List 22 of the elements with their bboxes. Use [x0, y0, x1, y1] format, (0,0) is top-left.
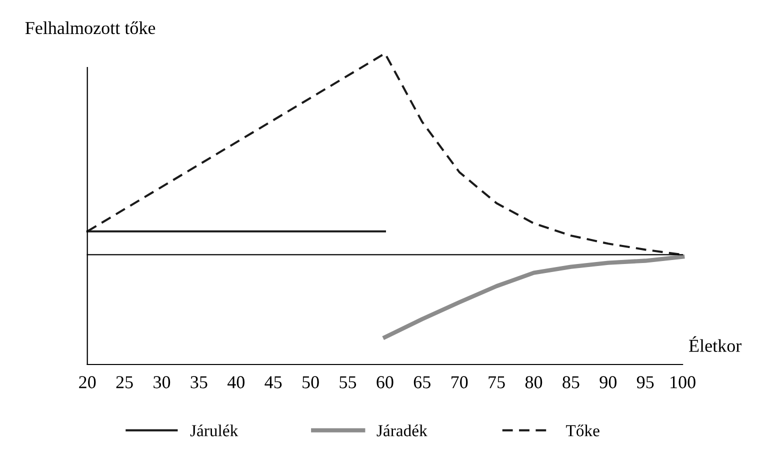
- x-tick-label: 85: [562, 376, 580, 388]
- legend-label: Tőke: [566, 424, 600, 436]
- x-tick-label: 90: [600, 376, 616, 388]
- x-tick-label: 20: [79, 376, 96, 388]
- x-tick-label: 70: [452, 376, 468, 388]
- x-tick-label: 80: [525, 376, 542, 388]
- x-tick-label: 35: [190, 376, 208, 388]
- x-tick-label: 95: [636, 376, 654, 388]
- x-tick-label: 25: [116, 376, 133, 388]
- x-tick-label: 45: [264, 376, 282, 388]
- legend-label: Járadék: [376, 424, 428, 436]
- x-tick-label: 55: [340, 376, 356, 388]
- x-tick-label: 100: [670, 376, 696, 388]
- x-tick-label: 40: [227, 376, 244, 388]
- x-tick-label: 30: [154, 376, 170, 388]
- x-tick-label: 50: [302, 376, 319, 388]
- x-axis-title: Életkor: [689, 336, 742, 352]
- legend-label: Járulék: [190, 424, 238, 436]
- x-tick-label: 65: [414, 376, 430, 388]
- x-tick-label: 75: [488, 376, 505, 388]
- x-tick-label: 60: [376, 376, 394, 388]
- y-axis-title: Felhalmozott tőke: [25, 21, 156, 34]
